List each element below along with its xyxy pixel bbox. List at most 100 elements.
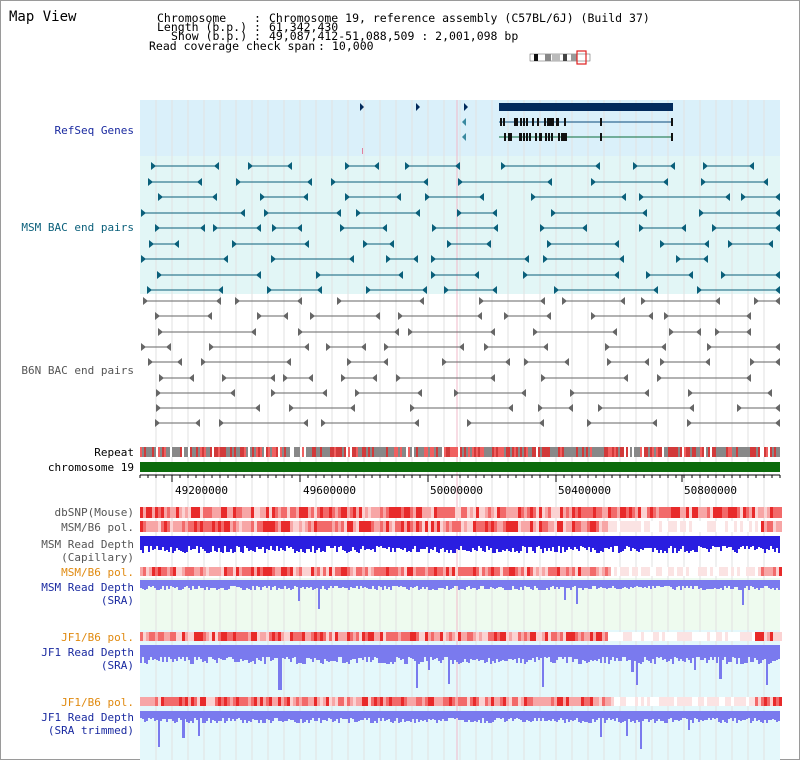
repeat-segment xyxy=(220,447,222,457)
repeat-segment xyxy=(700,447,702,457)
gene-exon xyxy=(671,118,673,126)
jf1-pol-cell xyxy=(323,632,326,641)
b6n-bac-end xyxy=(661,343,666,351)
msm-sra-depth-bar xyxy=(340,580,342,588)
msm-capillary-depth-bar xyxy=(564,536,566,552)
jf1-trim-depth-bar xyxy=(466,711,468,722)
jf1-trim-depth-bar xyxy=(484,711,486,723)
jf1-sra-depth-bar xyxy=(674,645,676,657)
msm-pol-cell xyxy=(236,521,239,532)
jf1-trim-depth-bar xyxy=(774,711,776,720)
msm-capillary-depth-bar xyxy=(242,536,244,553)
jf1-pol-cell xyxy=(635,632,638,641)
jf1-b6-pol-label[interactable]: JF1/B6 pol. xyxy=(61,631,134,644)
msm-sra-depth-bar xyxy=(724,580,726,586)
msm-pol-cell xyxy=(506,521,509,532)
msm-capillary-depth-bar xyxy=(284,536,286,551)
repeat-segment xyxy=(736,447,738,457)
msm-pol-cell xyxy=(716,521,719,532)
jf1-trim-depth-bar xyxy=(344,711,346,719)
msm-sra-depth-bar xyxy=(394,580,396,586)
msm-bac-end xyxy=(345,193,350,201)
jf1-pol-cell xyxy=(251,632,254,641)
msm-pol-cell xyxy=(149,521,152,532)
jf1-pol-trim-cell xyxy=(293,697,296,706)
msm-pol-sra-cell xyxy=(536,567,539,576)
msm-pol-sra-cell xyxy=(422,567,425,576)
jf1-trim-depth-bar xyxy=(710,711,712,720)
msm-bac-label[interactable]: MSM BAC end pairs xyxy=(21,221,134,234)
jf1-trim-depth-bar xyxy=(764,711,766,720)
dbsnp-cell xyxy=(344,507,347,518)
jf1-pol-cell xyxy=(710,632,713,641)
msm-sra-depth-bar xyxy=(428,580,430,590)
msm-pol-cell xyxy=(611,521,614,532)
msm-capillary-depth-bar xyxy=(478,536,480,546)
jf1-sra-depth-bar xyxy=(318,645,320,660)
msm-sra-depth-bar xyxy=(644,580,646,587)
jf1-pol-cell xyxy=(398,632,401,641)
msm-capillary-depth-bar xyxy=(616,536,618,546)
msm-pol-cell xyxy=(167,521,170,532)
jf1-trim-depth-bar xyxy=(690,711,692,720)
dbsnp-cell xyxy=(239,507,242,518)
jf1-pol-trim-cell xyxy=(335,697,338,706)
refseq-genes-label[interactable]: RefSeq Genes xyxy=(54,124,134,137)
jf1-pol-cell xyxy=(569,632,572,641)
jf1-trim-depth-bar xyxy=(308,711,310,723)
jf1-pol-cell xyxy=(497,632,500,641)
msm-pol-sra-cell xyxy=(446,567,449,576)
msm-sra-depth-bar xyxy=(470,580,472,589)
repeat-segment xyxy=(710,447,712,457)
jf1-pol-trim-cell xyxy=(542,697,545,706)
msm-capillary-depth-bar xyxy=(404,536,406,548)
jf1-read-depth-sra-label[interactable]: JF1 Read Depth xyxy=(41,646,134,659)
jf1-pol-trim-cell xyxy=(716,697,719,706)
msm-read-depth-capillary-label[interactable]: MSM Read Depth xyxy=(41,538,134,551)
jf1-sra-depth-bar xyxy=(762,645,764,660)
msm-pol-sra-cell xyxy=(557,567,560,576)
repeat-segment xyxy=(160,447,162,457)
msm-capillary-depth-bar xyxy=(574,536,576,547)
msm-sra-depth-bar xyxy=(588,580,590,589)
msm-read-depth-sra-label[interactable]: MSM Read Depth xyxy=(41,581,134,594)
jf1-trim-depth-bar xyxy=(734,711,736,718)
msm-sra-depth-bar xyxy=(162,580,164,586)
msm-sra-depth-bar xyxy=(390,580,392,590)
jf1-pol-trim-cell xyxy=(326,697,329,706)
msm-sra-depth-bar xyxy=(540,580,542,590)
msm-b6-pol-label[interactable]: MSM/B6 pol. xyxy=(61,521,134,534)
msm-capillary-depth-bar xyxy=(572,536,574,550)
jf1-trim-depth-bar xyxy=(336,711,338,719)
jf1-b6-pol-trimmed-label[interactable]: JF1/B6 pol. xyxy=(61,696,134,709)
msm-b6-pol-sra-label[interactable]: MSM/B6 pol. xyxy=(61,566,134,579)
msm-sra-depth-bar xyxy=(754,580,756,589)
jf1-trim-depth-bar xyxy=(246,711,248,723)
msm-capillary-depth-bar xyxy=(234,536,236,552)
jf1-trim-depth-bar xyxy=(160,711,162,721)
jf1-trim-depth-bar xyxy=(176,711,178,722)
jf1-pol-trim-cell xyxy=(215,697,218,706)
jf1-sra-depth-bar xyxy=(534,645,536,662)
jf1-pol-cell xyxy=(254,632,257,641)
msm-bac-end xyxy=(316,271,321,279)
msm-pol-cell xyxy=(404,521,407,532)
jf1-trim-depth-bar xyxy=(502,711,504,718)
dbsnp-label[interactable]: dbSNP(Mouse) xyxy=(54,506,134,519)
repeat-segment xyxy=(296,447,298,457)
msm-bac-end xyxy=(458,178,463,186)
jf1-trim-depth-bar xyxy=(750,711,752,723)
msm-pol-cell xyxy=(158,521,161,532)
b6n-bac-label[interactable]: B6N BAC end pairs xyxy=(21,364,134,377)
jf1-pol-trim-cell xyxy=(647,697,650,706)
dbsnp-cell xyxy=(182,507,185,518)
jf1-trim-depth-bar xyxy=(232,711,234,719)
repeat-segment xyxy=(748,447,750,457)
jf1-pol-cell xyxy=(143,632,146,641)
jf1-read-depth-trimmed-label[interactable]: JF1 Read Depth xyxy=(41,711,134,724)
msm-bac-end xyxy=(212,193,217,201)
jf1-sra-depth-bar xyxy=(384,645,386,663)
jf1-trim-depth-bar xyxy=(164,711,166,719)
msm-pol-sra-cell xyxy=(410,567,413,576)
